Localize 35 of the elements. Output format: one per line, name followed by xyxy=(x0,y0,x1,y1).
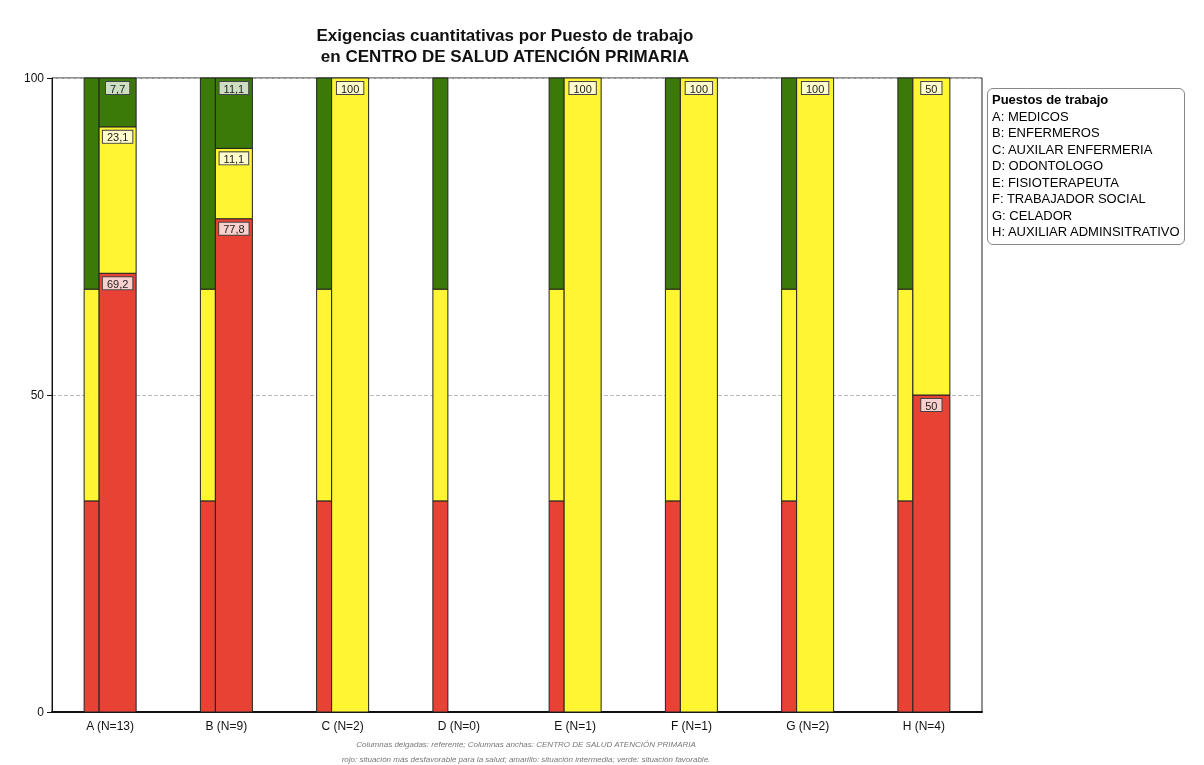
data-label: 50 xyxy=(925,82,938,95)
x-tick-label: H (N=4) xyxy=(902,719,946,733)
data-label: 11,1 xyxy=(223,82,245,95)
data-label: 100 xyxy=(805,82,825,95)
text: B: ENFERMEROS xyxy=(992,125,1101,142)
y-tick-label: 50 xyxy=(30,388,45,402)
data-label: 69,2 xyxy=(106,277,129,290)
text: rojo: situación más desfavorable para la salud; amarillo: situación intermedia; verde: situación favorable. xyxy=(340,754,712,765)
text: E: FISIOTERAPEUTA xyxy=(992,174,1120,191)
y-tick-label: 0 xyxy=(37,705,45,719)
x-tick-label: F (N=1) xyxy=(670,719,712,733)
x-tick-label: B (N=9) xyxy=(205,719,248,733)
chart-title: Exigencias cuantitativas por Puesto de trabajo en CENTRO DE SALUD ATENCIÓN PRIMARIA xyxy=(316,26,694,66)
x-tick-label: C (N=2) xyxy=(321,719,364,733)
data-label: 77,8 xyxy=(223,223,245,236)
text: Puestos de trabajo xyxy=(992,92,1110,109)
text: F: TRABAJADOR SOCIAL xyxy=(992,191,1147,208)
data-label: 7,7 xyxy=(109,82,126,95)
x-tick-label: A (N=13) xyxy=(86,719,134,733)
x-tick-label: D (N=0) xyxy=(437,719,481,733)
data-label: 100 xyxy=(689,82,709,95)
text: D: ODONTOLOGO xyxy=(992,158,1104,175)
data-label: 23,1 xyxy=(106,131,129,144)
text: G: CELADOR xyxy=(992,207,1074,224)
text: A: MEDICOS xyxy=(992,108,1070,125)
x-tick-label: E (N=1) xyxy=(554,719,596,733)
y-tick-label: 100 xyxy=(23,71,45,85)
text: C: AUXILAR ENFERMERIA xyxy=(992,141,1154,158)
text: H: AUXILIAR ADMINSITRATIVO xyxy=(992,224,1180,241)
data-label: 11,1 xyxy=(223,152,245,165)
data-label: 50 xyxy=(925,399,938,412)
x-tick-label: G (N=2) xyxy=(786,719,830,733)
text: Columnas delgadas: referente; Columnas anchas: CENTRO DE SALUD ATENCIÓN PRIMARIA xyxy=(355,739,697,751)
data-label: 100 xyxy=(573,82,592,95)
data-label: 100 xyxy=(340,82,360,95)
